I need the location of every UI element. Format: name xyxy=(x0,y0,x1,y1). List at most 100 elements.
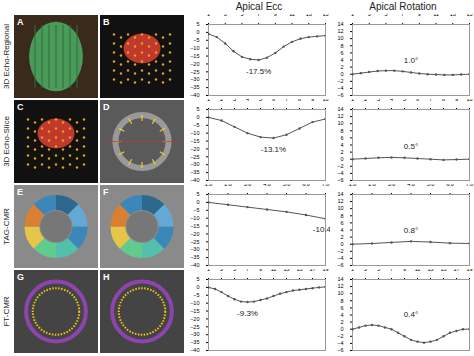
svg-text:7: 7 xyxy=(401,14,404,17)
svg-text:10: 10 xyxy=(337,290,343,296)
svg-text:-10.4%: -10.4% xyxy=(313,225,330,234)
svg-text:−20: −20 xyxy=(190,61,199,67)
svg-text:6.0: 6.0 xyxy=(446,184,454,187)
svg-text:10: 10 xyxy=(337,120,343,126)
svg-text:15: 15 xyxy=(296,269,302,272)
svg-text:4: 4 xyxy=(340,227,343,233)
svg-text:−35: −35 xyxy=(190,169,199,175)
svg-text:8: 8 xyxy=(442,99,445,102)
svg-text:H: H xyxy=(103,272,110,282)
svg-text:7: 7 xyxy=(246,269,249,272)
svg-text:−30: −30 xyxy=(190,76,199,82)
svg-text:2: 2 xyxy=(340,149,343,155)
svg-text:15: 15 xyxy=(466,14,472,17)
svg-text:6: 6 xyxy=(416,99,419,102)
svg-text:3.0: 3.0 xyxy=(388,184,396,187)
svg-text:−15: −15 xyxy=(190,308,199,314)
svg-text:11: 11 xyxy=(289,14,295,17)
svg-text:−4: −4 xyxy=(337,340,343,346)
svg-text:17: 17 xyxy=(309,269,315,272)
svg-text:11: 11 xyxy=(415,269,421,272)
svg-text:13: 13 xyxy=(283,269,289,272)
svg-text:0: 0 xyxy=(340,326,343,332)
svg-text:5: 5 xyxy=(233,269,236,272)
svg-text:−40: −40 xyxy=(190,177,199,183)
svg-text:0: 0 xyxy=(196,199,199,205)
svg-text:12: 12 xyxy=(337,113,343,119)
svg-text:1: 1 xyxy=(351,99,354,102)
svg-text:3: 3 xyxy=(368,14,371,17)
svg-text:−4: −4 xyxy=(337,85,343,91)
svg-text:−25: −25 xyxy=(190,154,199,160)
svg-text:3: 3 xyxy=(220,269,223,272)
svg-text:5: 5 xyxy=(384,14,387,17)
svg-text:0: 0 xyxy=(340,71,343,77)
svg-text:−6: −6 xyxy=(337,262,343,268)
svg-text:−25: −25 xyxy=(190,239,199,245)
svg-text:11: 11 xyxy=(433,14,439,17)
svg-text:13: 13 xyxy=(450,14,456,17)
svg-text:−25: −25 xyxy=(190,69,199,75)
svg-text:7: 7 xyxy=(257,14,260,17)
svg-text:9: 9 xyxy=(311,99,314,102)
svg-text:1.0: 1.0 xyxy=(205,184,213,187)
svg-text:2.0: 2.0 xyxy=(368,184,376,187)
svg-text:13: 13 xyxy=(427,269,433,272)
svg-text:7: 7 xyxy=(285,99,288,102)
svg-text:4: 4 xyxy=(246,99,249,102)
svg-text:−40: −40 xyxy=(190,92,199,98)
svg-text:2: 2 xyxy=(340,234,343,240)
svg-text:D: D xyxy=(103,102,110,112)
svg-text:4.0: 4.0 xyxy=(407,184,415,187)
svg-text:5: 5 xyxy=(196,276,199,282)
svg-text:1: 1 xyxy=(351,14,354,17)
svg-text:10: 10 xyxy=(337,35,343,41)
svg-text:−6: −6 xyxy=(337,347,343,353)
svg-text:−25: −25 xyxy=(190,324,199,330)
svg-text:−35: −35 xyxy=(190,254,199,260)
svg-text:1: 1 xyxy=(207,269,210,272)
svg-text:19: 19 xyxy=(466,269,472,272)
svg-text:−10: −10 xyxy=(190,215,199,221)
svg-text:14: 14 xyxy=(337,21,343,27)
svg-text:3.0: 3.0 xyxy=(244,184,252,187)
svg-text:0.8°: 0.8° xyxy=(404,226,418,235)
svg-text:4: 4 xyxy=(340,142,343,148)
svg-text:-9.3%: -9.3% xyxy=(237,309,258,318)
svg-text:4.0: 4.0 xyxy=(263,184,271,187)
svg-text:5: 5 xyxy=(196,191,199,197)
svg-text:−35: −35 xyxy=(190,84,199,90)
svg-text:-13.1%: -13.1% xyxy=(261,145,286,154)
svg-text:0: 0 xyxy=(196,29,199,35)
svg-text:F: F xyxy=(103,187,109,197)
svg-text:1.0: 1.0 xyxy=(349,184,357,187)
svg-text:1: 1 xyxy=(207,14,210,17)
svg-text:5: 5 xyxy=(377,269,380,272)
svg-text:15: 15 xyxy=(440,269,446,272)
svg-text:4: 4 xyxy=(340,312,343,318)
svg-text:8: 8 xyxy=(340,128,343,134)
svg-text:8: 8 xyxy=(298,99,301,102)
svg-text:6.0: 6.0 xyxy=(302,184,310,187)
svg-text:12: 12 xyxy=(337,198,343,204)
svg-text:−4: −4 xyxy=(337,255,343,261)
svg-text:1.0°: 1.0° xyxy=(404,56,418,65)
svg-text:2: 2 xyxy=(340,64,343,70)
svg-text:13: 13 xyxy=(306,14,312,17)
svg-text:−20: −20 xyxy=(190,231,199,237)
svg-text:−2: −2 xyxy=(337,163,343,169)
svg-text:9: 9 xyxy=(418,14,421,17)
svg-text:2: 2 xyxy=(340,319,343,325)
svg-text:14: 14 xyxy=(337,106,343,112)
svg-text:A: A xyxy=(17,17,24,27)
svg-text:0: 0 xyxy=(196,284,199,290)
svg-text:−6: −6 xyxy=(337,92,343,98)
svg-text:7.0: 7.0 xyxy=(322,184,330,187)
svg-text:8: 8 xyxy=(340,298,343,304)
svg-text:5: 5 xyxy=(403,99,406,102)
svg-text:8: 8 xyxy=(340,213,343,219)
svg-text:7.0: 7.0 xyxy=(466,184,474,187)
svg-text:2: 2 xyxy=(364,99,367,102)
svg-text:-17.5%: -17.5% xyxy=(246,67,271,76)
svg-text:9: 9 xyxy=(259,269,262,272)
